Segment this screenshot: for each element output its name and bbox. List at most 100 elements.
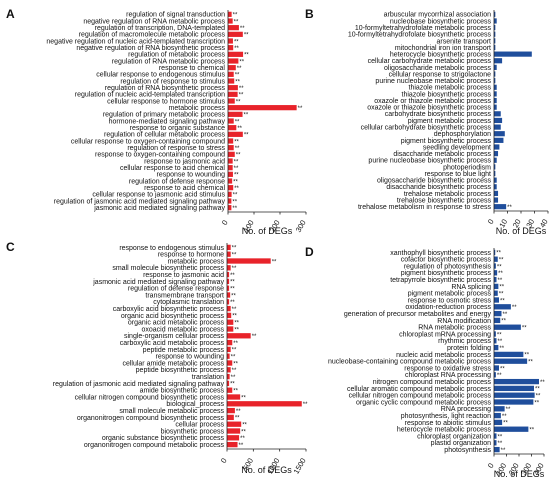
significance-marker: ** — [234, 327, 239, 333]
category-label: cytoplasmic translation — [153, 299, 224, 306]
bar — [494, 38, 496, 44]
category-label: response to blue light — [424, 171, 491, 178]
category-label: regulation of transcription, DNA-templat… — [95, 25, 225, 32]
bar — [227, 319, 234, 325]
category-label: oligosaccharide metabolic process — [384, 65, 491, 72]
category-label: biological_process — [166, 401, 224, 408]
bar — [494, 24, 496, 31]
category-label: translation — [192, 374, 224, 381]
bar — [494, 331, 496, 337]
bar — [227, 421, 242, 427]
category-label: cellular nitrogen compound biosynthetic … — [75, 394, 225, 401]
category-label: regulation of RNA biosynthetic process — [105, 85, 226, 92]
significance-marker: ** — [232, 314, 237, 320]
category-label: mitochondrial iron ion transport — [395, 45, 491, 52]
significance-marker: ** — [241, 429, 246, 435]
category-label: peptide biosynthetic process — [136, 367, 225, 374]
category-label: protein folding — [447, 345, 491, 352]
significance-marker: ** — [499, 285, 504, 291]
category-label: carboxylic acid biosynthetic process — [113, 306, 225, 313]
panel-label: D — [305, 245, 314, 259]
significance-marker: ** — [236, 409, 241, 415]
x-axis-title: No. of DEGs — [242, 226, 293, 236]
x-tick-label: 1500 — [292, 457, 308, 476]
significance-marker: ** — [496, 251, 501, 257]
category-label: regulation of jasmonic acid mediated sig… — [54, 198, 226, 205]
category-label: plastid organization — [431, 440, 491, 447]
bar — [227, 394, 241, 400]
category-label: trehalose metabolic process — [404, 191, 492, 198]
panel-label: B — [305, 7, 314, 21]
bar — [228, 118, 234, 124]
bar — [228, 131, 243, 137]
significance-marker: ** — [498, 434, 503, 440]
significance-marker: ** — [232, 206, 237, 212]
significance-marker: ** — [499, 292, 504, 298]
significance-marker: ** — [244, 113, 249, 119]
bar — [228, 105, 297, 111]
bar — [228, 25, 239, 31]
bar — [494, 111, 501, 117]
significance-marker: ** — [236, 99, 241, 105]
significance-marker: ** — [244, 33, 249, 39]
category-label: carbohydrate biosynthetic process — [385, 111, 492, 118]
bar — [494, 151, 499, 157]
significance-marker: ** — [512, 305, 517, 311]
significance-marker: ** — [501, 319, 506, 325]
significance-marker: ** — [502, 414, 507, 420]
category-label: regulation of signal transduction — [126, 12, 225, 19]
bar — [494, 204, 507, 210]
category-label: trehalose biosynthetic process — [397, 197, 492, 204]
bar — [228, 205, 232, 211]
category-label: thiazole biosynthetic process — [402, 91, 492, 98]
panel-label: A — [6, 7, 15, 21]
bar — [494, 249, 496, 256]
significance-marker: ** — [232, 368, 237, 374]
bar — [494, 11, 496, 17]
bar — [227, 428, 241, 434]
bar — [228, 85, 238, 91]
significance-marker: ** — [506, 407, 511, 413]
category-label: arbuscular mycorrhizal association — [384, 12, 491, 19]
bar — [494, 31, 496, 37]
bar — [494, 283, 499, 290]
significance-marker: ** — [298, 106, 303, 112]
significance-marker: ** — [233, 179, 238, 185]
category-label: nucleobase biosynthetic process — [390, 18, 492, 25]
category-label: response to wounding — [157, 172, 226, 179]
significance-marker: ** — [230, 287, 235, 293]
bar — [494, 256, 498, 262]
bar — [228, 185, 234, 191]
category-label: regulation of photosynthesis — [404, 263, 492, 270]
bar — [494, 358, 528, 364]
category-label: nitrogen compound metabolic process — [373, 379, 492, 386]
category-label: photoperiodism — [443, 164, 491, 171]
category-label: cellular carbohydrate metabolic process — [368, 58, 492, 65]
category-label: heterocycle metabolic process — [397, 427, 492, 434]
category-label: disaccharide biosynthetic process — [386, 184, 491, 191]
significance-marker: ** — [498, 441, 503, 447]
significance-marker: ** — [235, 73, 240, 79]
bar — [227, 387, 233, 393]
significance-marker: ** — [239, 93, 244, 99]
bar — [227, 312, 232, 319]
category-label: chloroplast mRNA processing — [399, 331, 491, 338]
significance-marker: ** — [240, 26, 245, 32]
category-label: organic acid metabolic process — [128, 320, 225, 327]
bar — [494, 197, 499, 203]
category-label: peptide metabolic process — [143, 347, 225, 354]
category-label: metabolic process — [169, 105, 226, 112]
significance-marker: ** — [231, 375, 236, 381]
bar — [494, 365, 499, 371]
category-label: purine nucleobase metabolic process — [375, 78, 491, 85]
bar — [227, 271, 230, 278]
significance-marker: ** — [244, 133, 249, 139]
bar — [494, 91, 497, 97]
category-label: regulation of primary metabolic process — [103, 112, 226, 119]
significance-marker: ** — [507, 205, 512, 211]
category-label: metabolic process — [168, 258, 225, 265]
category-label: biosynthetic process — [161, 428, 225, 435]
significance-marker: ** — [235, 79, 240, 85]
significance-marker: ** — [272, 259, 277, 265]
